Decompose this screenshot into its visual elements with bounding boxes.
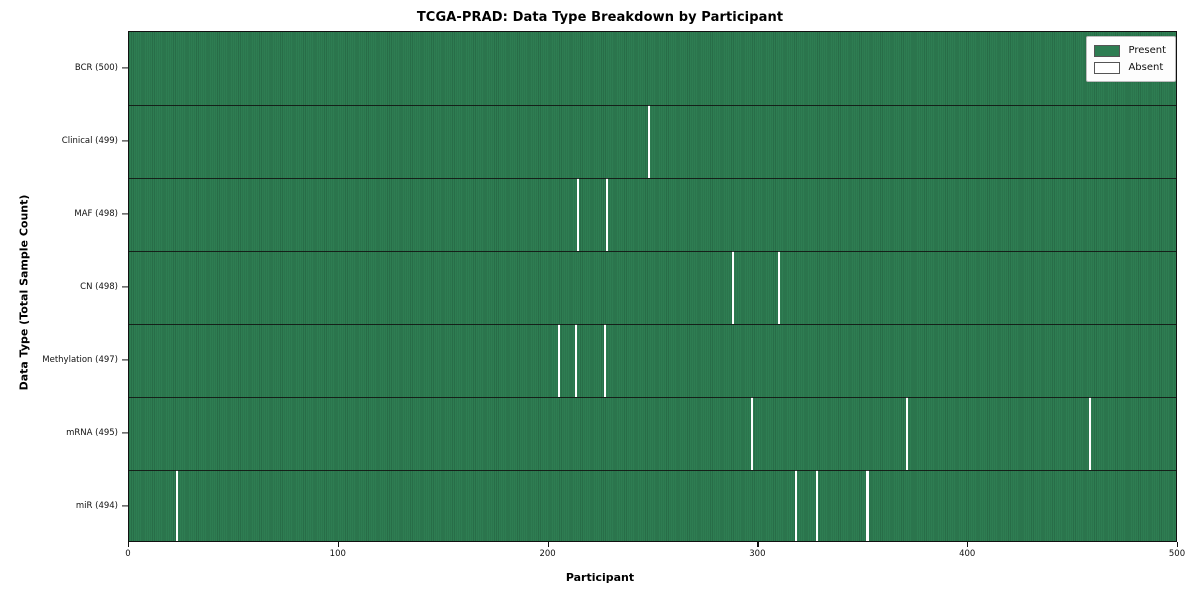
heatmap-row-separator	[129, 324, 1176, 325]
heatmap-row-present-band	[129, 32, 1176, 105]
y-axis-tick-label: MAF (498)	[74, 208, 118, 219]
heatmap-row	[129, 251, 1176, 324]
x-axis-tick-label: 100	[329, 549, 346, 559]
heatmap-row-separator	[129, 251, 1176, 252]
heatmap-absent-cell	[732, 251, 735, 324]
x-axis-tick-label: 200	[539, 549, 556, 559]
x-axis-label: Participant	[565, 571, 635, 584]
heatmap-absent-cell	[558, 324, 561, 397]
heatmap-absent-cell	[606, 178, 609, 251]
x-axis-tick-mark	[547, 542, 549, 547]
y-axis-tick-label: Clinical (499)	[61, 135, 118, 146]
y-axis-tick-label: CN (498)	[80, 281, 118, 292]
y-axis-tick-mark	[122, 212, 128, 215]
y-axis-tick-mark	[122, 358, 128, 361]
x-axis-tick-mark	[337, 542, 339, 547]
heatmap-row-present-band	[129, 105, 1176, 178]
legend-item: Present	[1094, 42, 1166, 59]
heatmap-absent-cell	[1088, 397, 1091, 470]
x-axis-tick-label: 500	[1168, 549, 1186, 559]
y-axis-tick-mark	[122, 66, 128, 69]
heatmap-row-present-band	[129, 251, 1176, 324]
x-axis-tick-mark	[967, 542, 969, 547]
y-axis-tick-label: mRNA (495)	[66, 427, 118, 438]
x-axis-tick-mark	[128, 542, 130, 547]
heatmap-row	[129, 178, 1176, 251]
legend-label: Present	[1128, 45, 1166, 56]
y-axis-tick-mark	[122, 285, 128, 288]
heatmap-row-present-band	[129, 178, 1176, 251]
page-title: TCGA-PRAD: Data Type Breakdown by Partic…	[416, 10, 784, 25]
heatmap-absent-cell	[866, 470, 869, 541]
y-axis-tick-mark	[122, 504, 128, 507]
y-axis-tick-label: BCR (500)	[74, 62, 118, 73]
heatmap-absent-cell	[778, 251, 781, 324]
heatmap-row-present-band	[129, 324, 1176, 397]
y-axis-tick-label: miR (494)	[75, 500, 118, 511]
heatmap-absent-cell	[795, 470, 798, 541]
heatmap-row	[129, 32, 1176, 105]
heatmap-row-separator	[129, 470, 1176, 471]
heatmap-row	[129, 324, 1176, 397]
x-axis-tick-mark	[1177, 542, 1179, 547]
heatmap-absent-cell	[604, 324, 607, 397]
heatmap-absent-cell	[751, 397, 754, 470]
heatmap-row	[129, 470, 1176, 541]
legend-swatch-present	[1094, 44, 1121, 57]
x-axis-tick-mark	[757, 542, 759, 547]
heatmap-row-separator	[129, 105, 1176, 106]
legend-item: Absent	[1094, 59, 1166, 76]
heatmap-absent-cell	[576, 178, 580, 251]
chart-legend: Present Absent	[1086, 36, 1176, 82]
x-axis-tick-label: 0	[125, 549, 131, 559]
heatmap-row-present-band	[129, 397, 1176, 470]
heatmap-absent-cell	[176, 470, 179, 541]
heatmap-row-separator	[129, 178, 1176, 179]
heatmap-plot-area	[128, 31, 1177, 542]
x-axis-tick-label: 400	[959, 549, 976, 559]
heatmap-absent-cell	[816, 470, 819, 541]
heatmap-absent-cell	[574, 324, 577, 397]
x-axis-tick-label: 300	[749, 549, 766, 559]
y-axis-tick-mark	[122, 431, 128, 434]
heatmap-absent-cell	[648, 105, 651, 178]
legend-label: Absent	[1128, 62, 1164, 73]
heatmap-absent-cell	[906, 397, 909, 470]
heatmap-row	[129, 105, 1176, 178]
heatmap-row	[129, 397, 1176, 470]
y-axis-label: Data Type (Total Sample Count)	[17, 194, 31, 391]
heatmap-row-separator	[129, 397, 1176, 398]
y-axis-tick-mark	[122, 139, 128, 142]
y-axis-tick-label: Methylation (497)	[42, 354, 118, 365]
legend-swatch-absent	[1094, 61, 1121, 74]
heatmap-row-present-band	[129, 470, 1176, 541]
